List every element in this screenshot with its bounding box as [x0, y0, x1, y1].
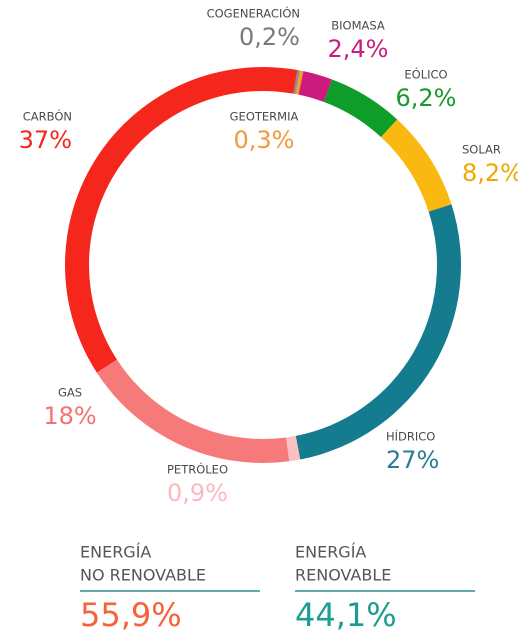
segment-value: 6,2% — [396, 84, 457, 112]
summary-label: ENERGÍA — [80, 543, 151, 562]
segment-name: GEOTERMIA — [230, 110, 299, 124]
segment-name: COGENERACIÓN — [207, 6, 300, 21]
summary-label: ENERGÍA — [295, 543, 366, 562]
segment-value: 0,2% — [239, 23, 300, 51]
donut-segment — [65, 67, 298, 373]
segment-value: 27% — [386, 446, 439, 474]
summary-label: NO RENOVABLE — [80, 566, 206, 585]
segment-name: HÍDRICO — [386, 429, 435, 444]
donut-segment — [298, 71, 333, 102]
donut-segment — [295, 70, 304, 95]
donut-segment — [380, 119, 452, 212]
segment-value: 0,9% — [167, 479, 228, 507]
segment-name: SOLAR — [462, 143, 501, 157]
segment-name: PETRÓLEO — [167, 462, 228, 477]
donut-segment — [295, 204, 461, 460]
summary-label: RENOVABLE — [295, 566, 391, 585]
donut-segment — [286, 435, 301, 462]
segment-name: EÓLICO — [404, 67, 447, 82]
summary-value: 55,9% — [80, 596, 182, 634]
donut-segment — [96, 359, 290, 464]
summary-value: 44,1% — [295, 596, 397, 634]
segment-name: CARBÓN — [23, 109, 72, 124]
segment-name: GAS — [58, 386, 82, 400]
segment-value: 18% — [43, 402, 96, 430]
segment-value: 0,3% — [234, 126, 295, 154]
segment-value: 37% — [19, 126, 72, 154]
donut-segment — [323, 79, 398, 138]
segment-value: 8,2% — [462, 159, 518, 187]
segment-name: BIOMASA — [331, 19, 385, 33]
donut-segment — [293, 70, 300, 95]
segment-value: 2,4% — [328, 35, 389, 63]
